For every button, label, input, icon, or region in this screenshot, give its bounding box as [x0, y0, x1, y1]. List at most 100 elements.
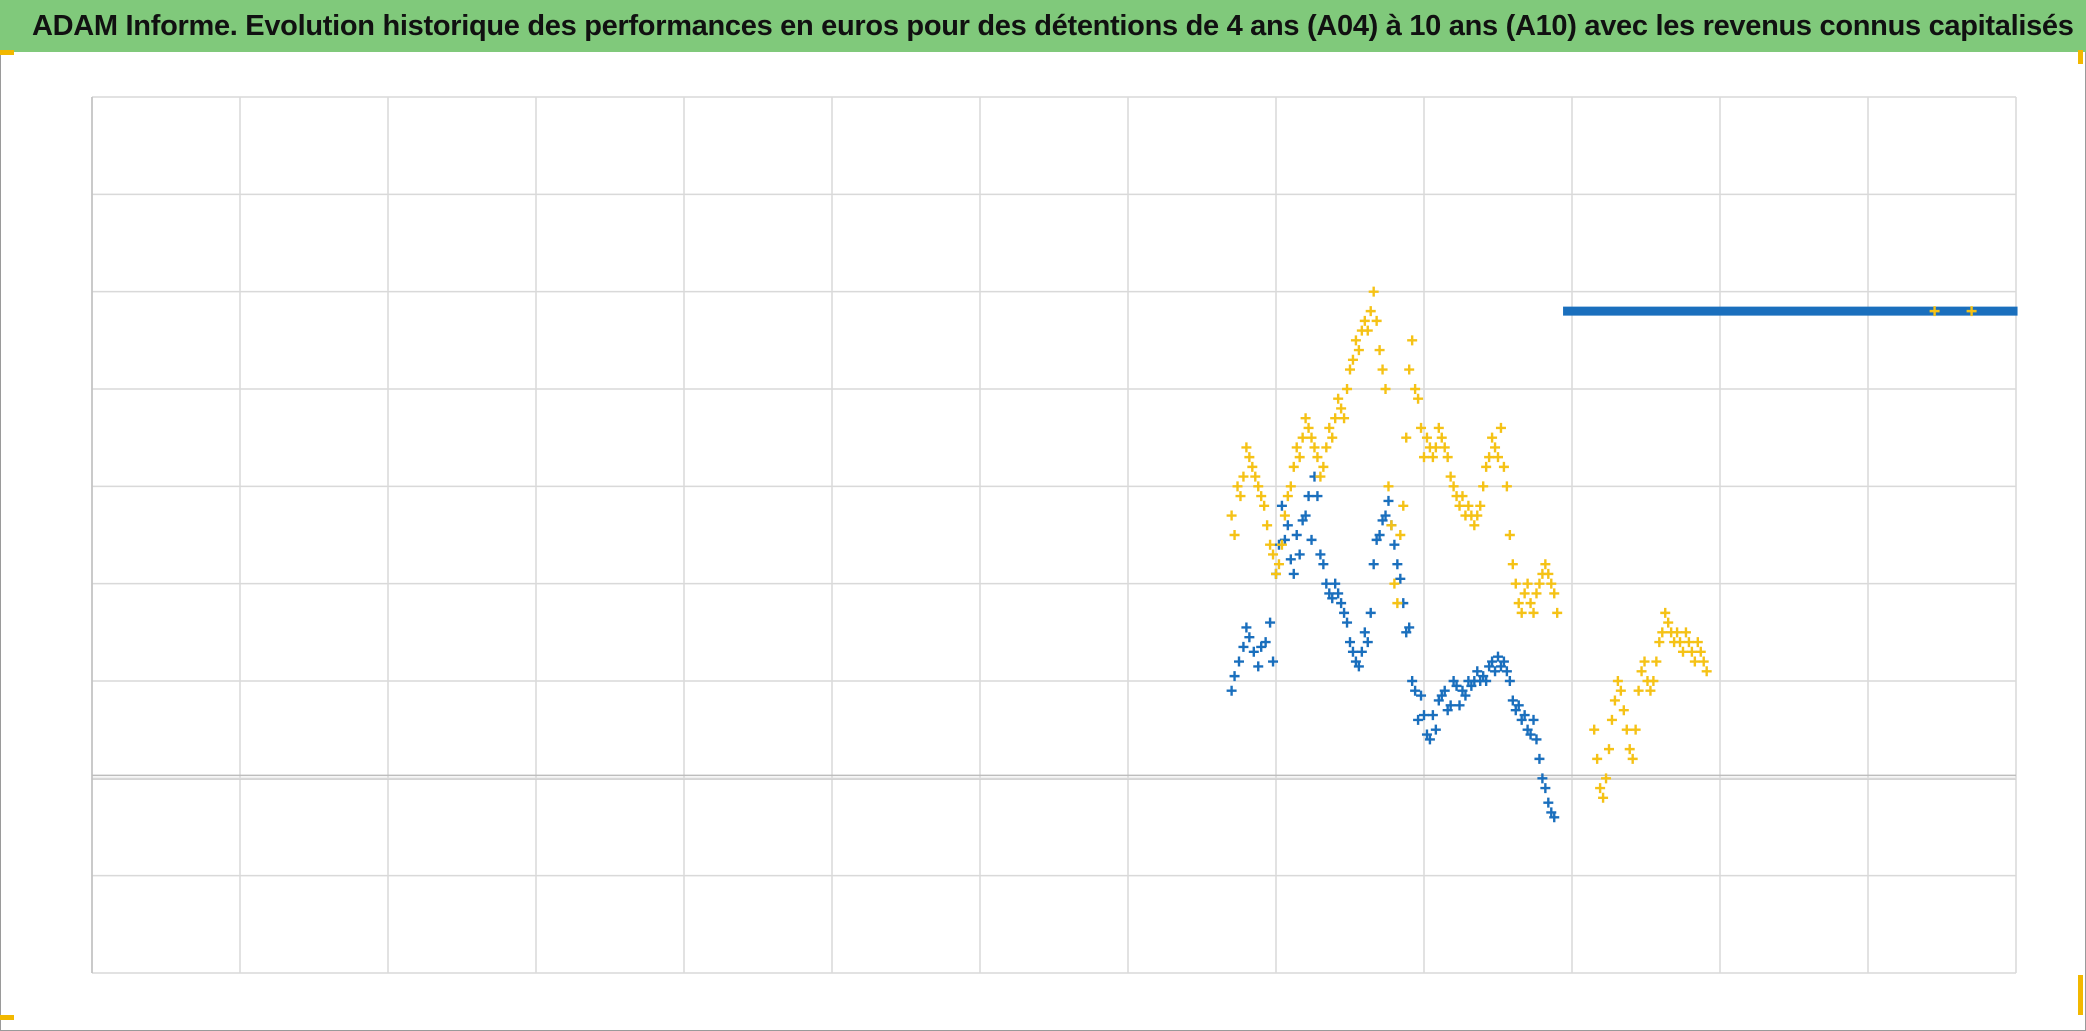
series-0-point	[1519, 710, 1530, 721]
series-2-point	[1321, 442, 1332, 453]
series-2-point	[1552, 607, 1563, 618]
series-2-point	[1383, 481, 1394, 492]
series-2-point	[1606, 714, 1617, 725]
series-2-point	[1413, 393, 1424, 404]
series-2-point	[1589, 724, 1600, 735]
series-0-point	[1241, 622, 1252, 633]
series-2-point	[1516, 607, 1527, 618]
series-2-point	[1371, 315, 1382, 326]
series-2-point	[1374, 345, 1385, 356]
series-0-point	[1291, 530, 1302, 540]
series-2-point	[1235, 491, 1246, 502]
series-0-point	[1531, 734, 1542, 745]
series-2-point	[1353, 345, 1364, 356]
series-2-point	[1315, 471, 1326, 482]
series-0-point	[1493, 651, 1503, 662]
series-2-point	[1273, 559, 1284, 570]
series-2-point	[1421, 432, 1432, 443]
series-2-point	[1510, 578, 1521, 589]
series-0-point	[1260, 637, 1271, 648]
series-0-point	[1315, 549, 1326, 560]
series-0-point	[1353, 661, 1364, 672]
series-0-point	[1389, 539, 1400, 550]
corner-marker-bottom-right	[2078, 975, 2083, 1015]
series-2-point	[1288, 461, 1299, 472]
series-2-point	[1522, 578, 1533, 589]
series-2-point	[1592, 753, 1603, 764]
series-0-point	[1392, 559, 1403, 570]
series-2-point	[1519, 588, 1530, 599]
series-2-point	[1232, 481, 1243, 492]
series-2-point	[1493, 452, 1503, 463]
series-0-point	[1481, 676, 1492, 686]
series-2-point	[1675, 637, 1686, 648]
series-2-point	[1624, 744, 1635, 755]
series-2-point	[1271, 568, 1281, 579]
series-0-point	[1430, 724, 1441, 735]
series-2-point	[1692, 637, 1703, 648]
series-0-point	[1501, 666, 1512, 677]
series-0-point	[1347, 646, 1358, 657]
series-2-point	[1686, 646, 1697, 657]
series-0-point	[1318, 559, 1329, 570]
series-0-point	[1300, 510, 1311, 521]
series-0-point	[1336, 598, 1347, 609]
series-0-point	[1321, 578, 1332, 589]
series-2-point	[1368, 286, 1379, 297]
series-2-point	[1490, 442, 1501, 453]
series-2-point	[1297, 432, 1308, 443]
series-0-point	[1285, 554, 1296, 565]
series-0-point	[1534, 753, 1545, 764]
series-2-point	[1427, 452, 1438, 463]
series-2-point	[1327, 432, 1338, 443]
series-0-point	[1395, 573, 1406, 584]
series-0-point	[1362, 637, 1373, 648]
series-2-point	[1401, 432, 1412, 443]
series-2-point	[1244, 452, 1255, 463]
title-bar: ADAM Informe. Evolution historique des p…	[0, 0, 2086, 52]
series-0-point	[1490, 666, 1501, 677]
series-2-point	[1250, 471, 1261, 482]
series-0-point	[1244, 632, 1255, 643]
series-0-point	[1410, 685, 1421, 696]
series-2-point	[1419, 452, 1429, 463]
series-2-point	[1513, 598, 1524, 609]
series-2-point	[1365, 306, 1376, 317]
series-2-point	[1698, 656, 1709, 667]
series-2-point	[1410, 384, 1421, 394]
series-2-point	[1362, 325, 1373, 336]
series-0-point	[1265, 617, 1276, 628]
series-2-point	[1463, 500, 1474, 511]
series-2-point	[1680, 627, 1691, 638]
series-2-point	[1472, 510, 1483, 521]
series-0-point	[1416, 690, 1427, 701]
series-2-point	[1262, 520, 1273, 531]
corner-marker-bottom-left	[0, 1015, 14, 1020]
series-2-point	[1633, 685, 1644, 696]
series-2-point	[1238, 471, 1249, 482]
series-2-point	[1549, 588, 1560, 599]
series-2-point	[1615, 685, 1626, 696]
series-0-point	[1276, 500, 1287, 511]
series-2-point	[1478, 481, 1489, 492]
series-2-point	[1609, 695, 1620, 706]
series-2-point	[1484, 452, 1495, 463]
series-2-point	[1645, 685, 1656, 696]
series-2-point	[1445, 471, 1456, 482]
series-0-point	[1248, 646, 1259, 657]
series-0-point	[1333, 588, 1344, 599]
series-2-point	[1448, 481, 1459, 492]
series-2-point	[1439, 442, 1450, 453]
corner-marker-top-right	[2078, 50, 2083, 64]
series-0-point	[1419, 710, 1429, 721]
series-2-point	[1291, 442, 1302, 453]
series-2-point	[1395, 530, 1406, 540]
series-2-point	[1454, 500, 1465, 511]
series-0-point	[1504, 676, 1515, 686]
series-2-point	[1695, 646, 1706, 657]
series-2-point	[1279, 510, 1290, 521]
series-2-point	[1701, 666, 1712, 677]
series-2-point	[1398, 500, 1409, 511]
series-2-point	[1654, 637, 1665, 648]
